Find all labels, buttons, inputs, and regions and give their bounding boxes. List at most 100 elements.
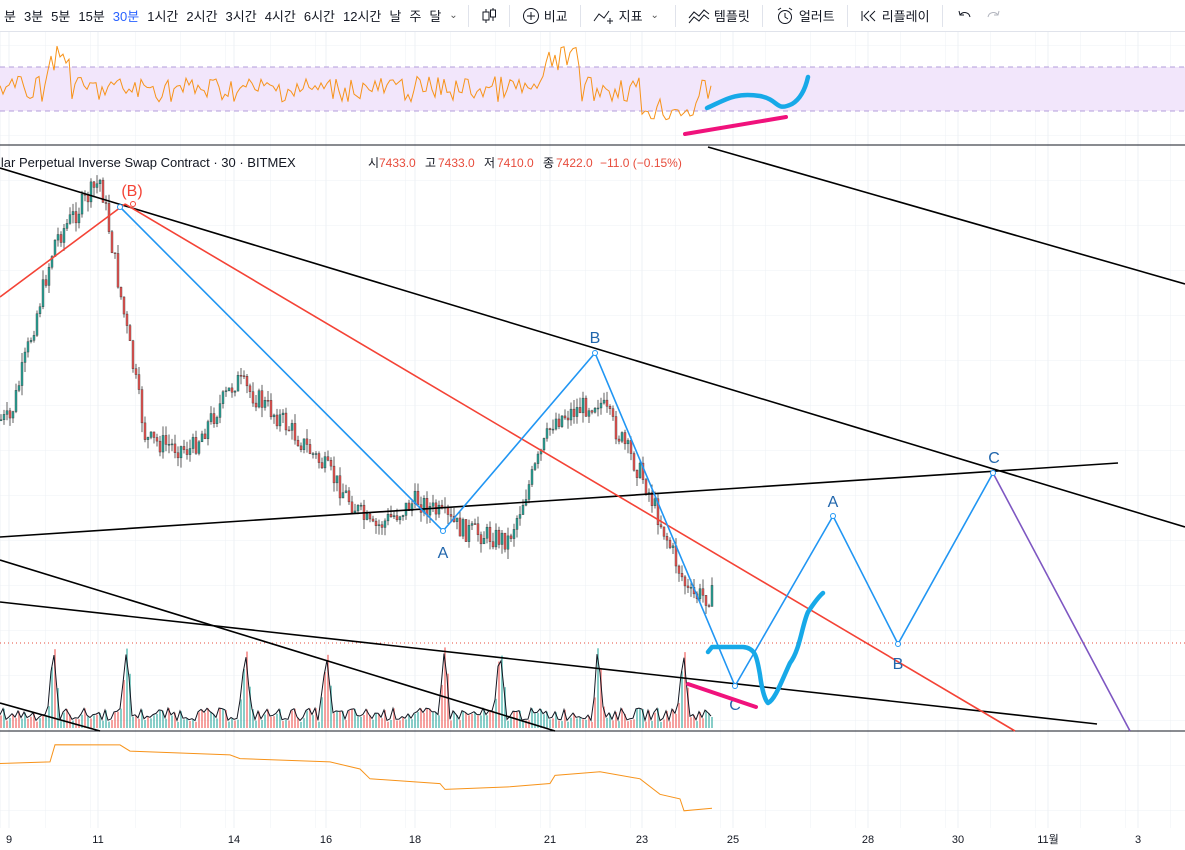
volume-bar: [426, 708, 428, 728]
candle-body: [185, 449, 189, 455]
volume-bar: [333, 713, 335, 728]
candle-body: [146, 437, 150, 440]
timeframe-15m[interactable]: 15분: [78, 9, 105, 24]
timeframe-3m[interactable]: 3분: [23, 9, 44, 24]
candle-body: [377, 524, 381, 526]
volume-bar: [456, 715, 458, 728]
volume-bar: [108, 721, 110, 728]
candle-body: [548, 428, 552, 430]
candle-body: [662, 526, 666, 537]
volume-bar: [645, 721, 647, 728]
timeframe-12h[interactable]: 12시간: [343, 9, 382, 24]
legend: llar Perpetual Inverse Swap Contract · 3…: [0, 155, 682, 170]
undo-button[interactable]: [949, 7, 979, 25]
timeframe-week[interactable]: 주: [409, 9, 422, 24]
wave-point[interactable]: [130, 201, 136, 207]
volume-bar: [144, 720, 146, 728]
timeframe-1m[interactable]: 분: [4, 9, 16, 24]
volume-bar: [156, 713, 158, 728]
timeframe-6h[interactable]: 6시간: [303, 9, 335, 24]
toolbar-divider: [761, 4, 763, 27]
candle-body: [677, 565, 681, 574]
x-tick-label: 23: [636, 834, 648, 846]
candle-body: [488, 526, 492, 542]
symbol-title: llar Perpetual Inverse Swap Contract · 3…: [0, 155, 296, 170]
timeframe-1h[interactable]: 1시간: [147, 9, 179, 24]
timeframe-4h[interactable]: 4시간: [264, 9, 296, 24]
candle-body: [245, 376, 249, 387]
candle-body: [359, 504, 363, 507]
toolbar-divider: [846, 4, 848, 27]
candle-body: [29, 340, 33, 342]
volume-bar: [105, 710, 107, 728]
timeframe-month[interactable]: 달: [429, 9, 442, 24]
candle-body: [560, 415, 564, 427]
compare-button[interactable]: 비교: [516, 6, 574, 25]
volume-bar: [360, 716, 362, 728]
candle-body: [392, 515, 396, 518]
volume-bar: [114, 712, 116, 728]
trendline-bottom-left: [0, 702, 101, 732]
volume-bar: [579, 717, 581, 728]
candle-body: [458, 517, 462, 537]
wave-point[interactable]: [990, 470, 996, 476]
x-tick-label: 14: [228, 834, 240, 846]
indicators-button[interactable]: 지표 ⌄: [587, 6, 669, 25]
candle-body: [509, 535, 513, 539]
wave-point[interactable]: [592, 350, 598, 356]
volume-bar: [399, 720, 401, 728]
candle-body: [59, 234, 63, 243]
volume-bar: [288, 720, 290, 728]
candle-body: [320, 462, 324, 469]
volume-bar: [69, 714, 71, 728]
close-value: 7422.0: [556, 156, 593, 170]
wave-point[interactable]: [732, 683, 738, 689]
volume-bar: [0, 715, 2, 728]
wave-point[interactable]: [830, 513, 836, 519]
timeframe-2h[interactable]: 2시간: [186, 9, 218, 24]
volume-bar: [117, 711, 119, 728]
timeframe-day[interactable]: 날: [389, 9, 402, 24]
candle-body: [470, 523, 474, 526]
candle-body: [149, 431, 153, 438]
volume-bar: [51, 667, 53, 728]
templates-button[interactable]: 템플릿: [682, 6, 756, 25]
candle-body: [89, 181, 93, 203]
timeframe-30m[interactable]: 30분: [112, 9, 140, 24]
candle-body: [104, 202, 108, 204]
wave-point[interactable]: [117, 204, 123, 210]
wave-purple-projection: [992, 472, 1131, 732]
volume-bar: [675, 713, 677, 728]
cyan-rsi-projection: [704, 74, 811, 111]
volume-bar: [267, 709, 269, 728]
volume-bar: [57, 688, 59, 728]
volume-bar: [603, 706, 605, 728]
volume-bar: [240, 699, 242, 728]
timeframe-3h[interactable]: 3시간: [225, 9, 257, 24]
timeframe-5m[interactable]: 5분: [51, 9, 71, 24]
volume-bar: [666, 711, 668, 728]
candle-body: [596, 407, 600, 410]
chevron-down-icon[interactable]: ⌄: [650, 10, 659, 21]
redo-icon: [987, 10, 1000, 17]
candle-body: [203, 433, 207, 439]
replay-button[interactable]: 리플레이: [854, 6, 936, 25]
volume-bar: [132, 716, 134, 728]
volume-bar: [405, 719, 407, 728]
wave-point[interactable]: [895, 641, 901, 647]
candle-body: [485, 526, 489, 539]
candle-body: [506, 535, 510, 550]
candle-style-button[interactable]: [475, 7, 503, 25]
volume-bar: [387, 721, 389, 728]
redo-button[interactable]: [979, 7, 1009, 25]
candle-body: [179, 446, 183, 459]
candle-body: [416, 490, 420, 505]
chevron-down-icon[interactable]: ⌄: [449, 10, 458, 21]
time-axis[interactable]: 9 11 14 16 18 21 23 25 28 30 11월 3: [6, 833, 1141, 846]
wave-point[interactable]: [440, 528, 446, 534]
alert-button[interactable]: 얼러트: [769, 6, 841, 25]
volume-bar: [54, 649, 56, 728]
candle-body: [449, 514, 453, 517]
volume-bar: [207, 708, 209, 728]
